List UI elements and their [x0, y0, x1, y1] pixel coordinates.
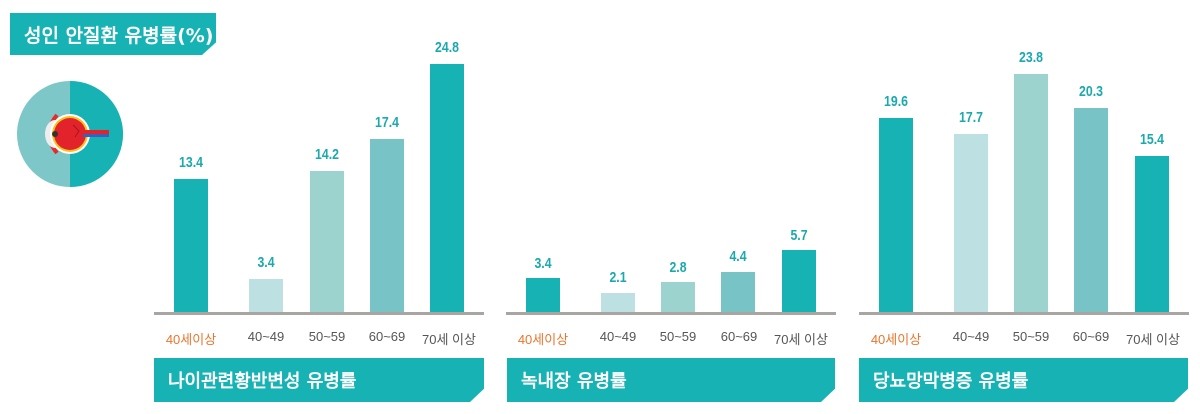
category-label: 40세이상 — [870, 332, 922, 347]
value-label: 14.2 — [315, 146, 339, 163]
bar — [782, 250, 816, 312]
category-label: 40~49 — [952, 329, 990, 344]
category-label: 50~59 — [308, 329, 346, 344]
bar — [430, 64, 464, 312]
bar — [601, 293, 635, 312]
bar — [174, 179, 208, 312]
chart-title-banner: 성인 안질환 유병률(%) — [10, 13, 216, 55]
value-label: 24.8 — [435, 39, 459, 56]
panel-title: 당뇨망막병증 유병률 — [873, 371, 1029, 392]
category-label: 70세 이상 — [422, 332, 476, 347]
bar — [954, 134, 988, 312]
value-label: 20.3 — [1079, 83, 1103, 100]
value-label: 4.4 — [729, 248, 747, 265]
bar — [721, 272, 755, 312]
value-label: 5.7 — [790, 227, 808, 244]
bar — [879, 118, 913, 312]
x-axis-panel-3 — [859, 312, 1189, 315]
category-label: 40~49 — [599, 329, 637, 344]
category-label: 60~69 — [1072, 329, 1110, 344]
value-label: 3.4 — [257, 254, 275, 271]
value-label: 3.4 — [534, 255, 552, 272]
x-axis-panel-1 — [154, 312, 484, 315]
category-label: 50~59 — [659, 329, 697, 344]
bar — [249, 279, 283, 312]
category-label: 40~49 — [247, 329, 285, 344]
bar — [661, 282, 695, 312]
bar — [1074, 108, 1108, 312]
value-label: 2.1 — [609, 269, 627, 286]
value-label: 2.8 — [669, 259, 687, 276]
value-label: 17.4 — [375, 114, 399, 131]
value-label: 17.7 — [959, 109, 983, 126]
bar — [1014, 74, 1048, 312]
category-label: 70세 이상 — [774, 332, 828, 347]
category-label: 60~69 — [720, 329, 758, 344]
bar — [370, 139, 404, 312]
value-label: 23.8 — [1019, 49, 1043, 66]
panel-title-banner: 녹내장 유병률 — [507, 358, 835, 402]
value-label: 15.4 — [1140, 131, 1164, 148]
bar — [526, 278, 560, 312]
category-label: 40세이상 — [517, 332, 569, 347]
category-label: 40세이상 — [165, 332, 217, 347]
chart-title: 성인 안질환 유병률(%) — [24, 24, 214, 47]
category-label: 70세 이상 — [1126, 332, 1180, 347]
panel-title-banner: 나이관련황반변성 유병률 — [154, 358, 484, 402]
category-label: 60~69 — [368, 329, 406, 344]
panel-title-banner: 당뇨망막병증 유병률 — [859, 358, 1188, 402]
bar — [1135, 156, 1169, 312]
panel-title: 나이관련황반변성 유병률 — [168, 371, 357, 392]
value-label: 13.4 — [179, 154, 203, 171]
eye-icon — [17, 81, 123, 187]
panel-title: 녹내장 유병률 — [521, 371, 627, 392]
value-label: 19.6 — [884, 93, 908, 110]
x-axis-panel-2 — [506, 312, 836, 315]
category-label: 50~59 — [1012, 329, 1050, 344]
bar — [310, 171, 344, 312]
